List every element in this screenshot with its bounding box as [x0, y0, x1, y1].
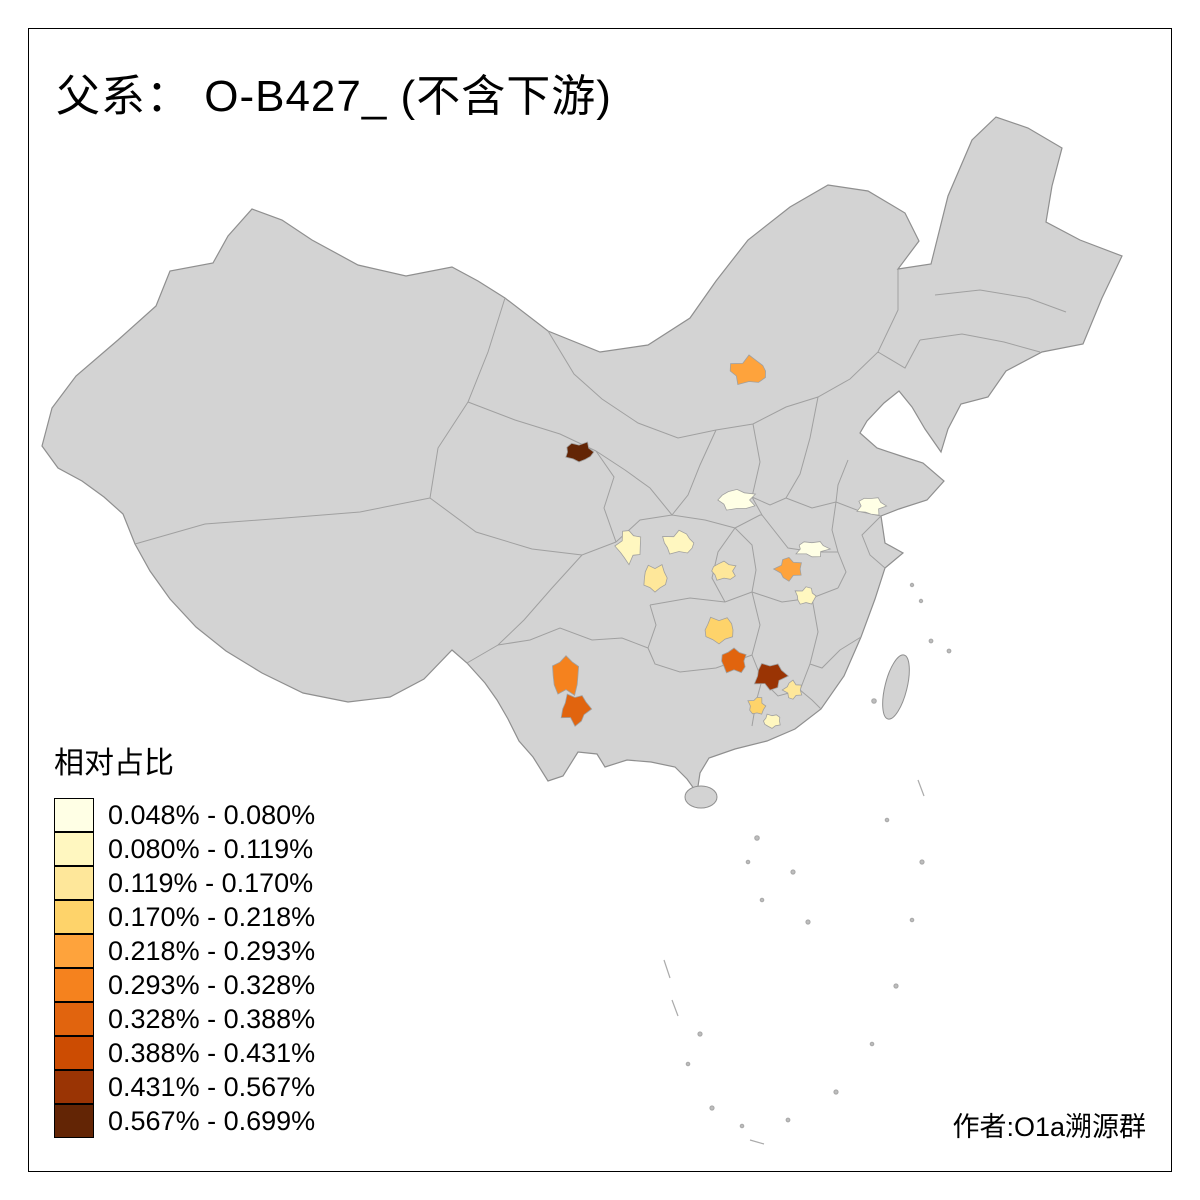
map-region-chongqing-south: [711, 560, 737, 581]
legend-swatch: [54, 1069, 94, 1104]
legend-row: 0.431% - 0.567%: [54, 1069, 316, 1104]
attribution: 作者:O1a溯源群: [952, 1112, 1146, 1142]
map-region-sichuan-south: [643, 564, 668, 593]
legend-label: 0.388% - 0.431%: [108, 1038, 316, 1068]
legend-label: 0.170% - 0.218%: [108, 902, 316, 932]
map-region-guizhou-central: [704, 616, 734, 645]
map-region-sichuan-north: [614, 530, 642, 566]
legend-label: 0.119% - 0.170%: [108, 868, 314, 898]
legend-label: 0.293% - 0.328%: [108, 970, 316, 1000]
map-region-guangxi-central: [747, 696, 767, 715]
legend-swatch: [54, 1001, 94, 1036]
legend-row: 0.170% - 0.218%: [54, 899, 316, 934]
legend-label: 0.080% - 0.119%: [108, 834, 314, 864]
map-region-hubei-south: [795, 541, 832, 558]
map-title: 父系： O-B427_ (不含下游): [56, 72, 612, 121]
legend-row: 0.328% - 0.388%: [54, 1001, 316, 1036]
legend-swatch: [54, 831, 94, 866]
legend-swatch: [54, 1035, 94, 1070]
legend-label: 0.431% - 0.567%: [108, 1072, 316, 1102]
legend-swatch: [54, 1103, 94, 1138]
legend-title: 相对占比: [54, 747, 174, 780]
map-region-sichuan-east: [662, 529, 695, 555]
map-region-guangdong-north: [781, 679, 803, 700]
legend-swatch: [54, 797, 94, 832]
legend-row: 0.048% - 0.080%: [54, 797, 316, 832]
legend-row: 0.567% - 0.699%: [54, 1103, 316, 1138]
map-region-yunnan-southwest: [560, 693, 593, 727]
legend-row: 0.388% - 0.431%: [54, 1035, 316, 1070]
legend-row: 0.080% - 0.119%: [54, 831, 315, 866]
legend-label: 0.218% - 0.293%: [108, 936, 316, 966]
legend-swatch: [54, 967, 94, 1002]
legend-row: 0.218% - 0.293%: [54, 933, 316, 968]
legend-row: 0.293% - 0.328%: [54, 967, 316, 1002]
taiwan-island: [882, 654, 910, 720]
map-region-guizhou-south: [721, 647, 747, 674]
legend-label: 0.048% - 0.080%: [108, 800, 316, 830]
south-china-sea-islands: [663, 582, 952, 1145]
legend-row: 0.119% - 0.170%: [54, 865, 315, 900]
legend-label: 0.328% - 0.388%: [108, 1004, 316, 1034]
map-region-qinghai-east: [565, 441, 595, 463]
map-region-guangxi-northeast: [753, 663, 790, 691]
map-region-jiangsu-central: [856, 497, 888, 516]
legend-swatch: [54, 899, 94, 934]
map-region-guangxi-south: [763, 713, 781, 729]
hainan-island: [684, 785, 718, 809]
map-region-shaanxi-south: [717, 488, 757, 511]
legend-rows: 0.048% - 0.080% 0.080% - 0.119% 0.119% -…: [54, 797, 316, 1138]
map-region-yunnan-west: [552, 655, 580, 696]
legend-swatch: [54, 933, 94, 968]
map-region-hunan-north: [772, 557, 802, 582]
province-borders: [134, 269, 1067, 727]
map-region-shanxi-north: [729, 354, 766, 386]
map-region-hunan-central: [794, 586, 817, 605]
legend-label: 0.567% - 0.699%: [108, 1106, 316, 1136]
legend-swatch: [54, 865, 94, 900]
legend: 相对占比 0.048% - 0.080% 0.080% - 0.119% 0.1…: [54, 738, 315, 1138]
